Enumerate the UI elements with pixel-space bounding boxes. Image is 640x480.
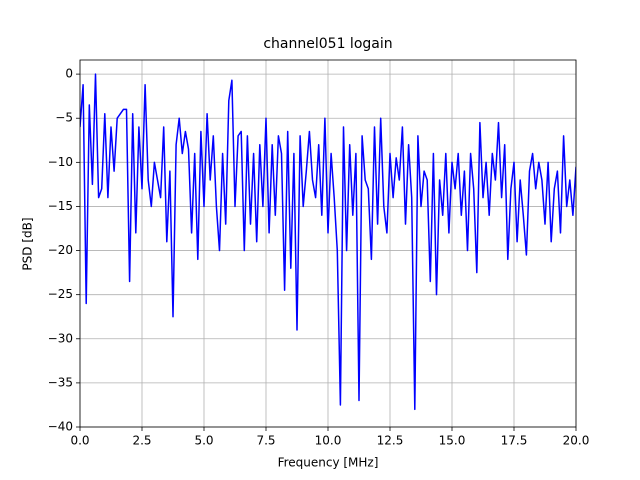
x-tick-label: 7.5 bbox=[256, 434, 275, 448]
x-tick-label: 12.5 bbox=[377, 434, 404, 448]
y-axis-label: PSD [dB] bbox=[21, 217, 35, 270]
x-tick-label: 0.0 bbox=[70, 434, 89, 448]
x-tick-label: 5.0 bbox=[194, 434, 213, 448]
grid bbox=[79, 60, 577, 428]
y-tick-label: −30 bbox=[48, 331, 73, 345]
y-tick-label: −25 bbox=[48, 287, 73, 301]
y-tick-label: −35 bbox=[48, 375, 73, 389]
x-tick-label: 15.0 bbox=[439, 434, 466, 448]
x-tick-label: 2.5 bbox=[132, 434, 151, 448]
x-tick-label: 17.5 bbox=[501, 434, 528, 448]
y-tick-label: −10 bbox=[48, 155, 73, 169]
y-tick-label: 0 bbox=[65, 67, 73, 81]
chart-title: channel051 logain bbox=[263, 36, 392, 52]
y-tick-label: −15 bbox=[48, 199, 73, 213]
x-tick-label: 20.0 bbox=[563, 434, 590, 448]
y-tick-label: −5 bbox=[55, 111, 73, 125]
y-tick-label: −40 bbox=[48, 420, 73, 434]
y-tick-label: −20 bbox=[48, 243, 73, 257]
data-line bbox=[80, 73, 576, 411]
x-axis-label: Frequency [MHz] bbox=[278, 456, 379, 470]
plot-area bbox=[80, 73, 576, 411]
x-tick-label: 10.0 bbox=[315, 434, 342, 448]
